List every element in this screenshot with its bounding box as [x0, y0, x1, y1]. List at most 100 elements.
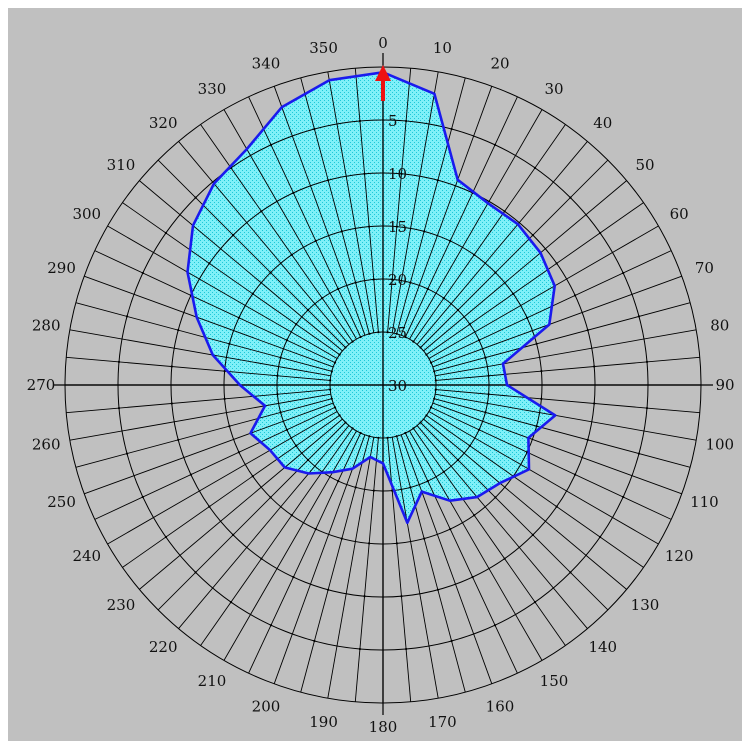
grid-spoke	[223, 430, 357, 661]
grid-tick-dot	[599, 535, 602, 539]
grid-tick-dot	[622, 495, 625, 499]
grid-tick-dot	[368, 225, 371, 228]
grid-tick-dot	[337, 287, 340, 290]
grid-spoke	[434, 398, 691, 468]
grid-tick-dot	[593, 402, 596, 405]
grid-spoke	[300, 436, 370, 693]
grid-spoke	[327, 71, 375, 333]
grid-tick-dot	[338, 414, 341, 417]
grid-tick-dot	[555, 505, 558, 508]
grid-tick-dot	[306, 308, 310, 312]
grid-tick-dot	[269, 624, 273, 627]
grid-tick-dot	[321, 297, 324, 300]
grid-tick-dot	[359, 335, 362, 339]
grid-tick-dot	[433, 370, 436, 373]
grid-tick-dot	[372, 489, 375, 492]
grid-tick-dot	[279, 356, 282, 359]
radial-tick-label: 30	[388, 377, 407, 395]
grid-tick-dot	[164, 535, 167, 539]
grid-tick-dot	[351, 340, 354, 343]
angle-tick-label: 250	[47, 493, 76, 511]
grid-tick-dot	[531, 533, 535, 537]
grid-tick-dot	[237, 451, 240, 454]
angle-tick-label: 310	[107, 156, 136, 174]
grid-tick-dot	[285, 428, 288, 431]
grid-spoke	[273, 86, 366, 336]
grid-tick-dot	[487, 393, 490, 396]
grid-tick-dot	[290, 253, 293, 256]
grid-tick-dot	[337, 480, 340, 483]
grid-spoke	[200, 428, 353, 646]
grid-tick-dot	[279, 411, 282, 414]
grid-tick-dot	[409, 486, 412, 489]
grid-tick-dot	[363, 172, 366, 175]
grid-spoke	[200, 124, 353, 342]
grid-tick-dot	[423, 230, 426, 233]
grid-tick-dot	[426, 287, 429, 290]
grid-spoke	[416, 141, 588, 345]
grid-tick-dot	[503, 210, 506, 213]
angle-tick-label: 100	[705, 435, 734, 453]
radial-tick-label: 10	[388, 165, 407, 183]
grid-tick-dot	[434, 379, 437, 382]
grid-spoke	[409, 109, 543, 340]
grid-tick-dot	[478, 428, 481, 431]
grid-tick-dot	[237, 316, 240, 319]
grid-spoke	[413, 124, 566, 342]
grid-tick-dot	[330, 397, 333, 400]
grid-tick-dot	[586, 329, 589, 332]
grid-spoke	[391, 437, 439, 699]
grid-spoke	[391, 71, 439, 333]
grid-spoke	[420, 159, 609, 348]
grid-tick-dot	[494, 496, 497, 499]
grid-tick-dot	[456, 308, 460, 312]
grid-tick-dot	[526, 316, 529, 319]
grid-tick-dot	[354, 486, 357, 489]
grid-tick-dot	[228, 342, 231, 345]
grid-tick-dot	[208, 505, 211, 508]
grid-spoke	[354, 437, 379, 702]
grid-tick-dot	[622, 271, 625, 275]
grid-tick-dot	[409, 281, 412, 284]
grid-spoke	[75, 398, 332, 468]
grid-tick-dot	[329, 379, 332, 382]
angle-tick-label: 0	[378, 34, 388, 52]
grid-tick-dot	[574, 473, 577, 476]
grid-spoke	[157, 159, 346, 348]
grid-tick-dot	[351, 427, 354, 430]
grid-spoke	[122, 202, 340, 355]
grid-tick-dot	[290, 514, 293, 517]
grid-spoke	[409, 430, 543, 661]
angle-tick-label: 60	[670, 205, 689, 223]
north-arrow-head	[375, 65, 391, 81]
grid-tick-dot	[494, 271, 497, 274]
grid-tick-dot	[329, 388, 332, 391]
grid-tick-dot	[330, 370, 333, 373]
grid-tick-dot	[574, 294, 577, 297]
angle-tick-label: 50	[635, 156, 654, 174]
angle-tick-label: 20	[490, 55, 509, 73]
radial-tick-label: 15	[388, 218, 407, 236]
angle-tick-label: 350	[309, 39, 338, 57]
grid-tick-dot	[251, 475, 254, 478]
grid-tick-dot	[170, 365, 173, 368]
grid-tick-dot	[232, 234, 235, 237]
grid-tick-dot	[434, 388, 437, 391]
angle-tick-label: 330	[198, 80, 227, 98]
angle-tick-label: 190	[309, 713, 338, 731]
grid-tick-dot	[251, 292, 254, 295]
grid-tick-dot	[450, 639, 453, 643]
axis-labels: 0 10 20 30 40 50 60 70 80 90 100 110 120 130 140 150 160…	[27, 34, 735, 736]
grid-tick-dot	[292, 576, 295, 579]
grid-spoke	[66, 356, 331, 381]
grid-spoke	[396, 436, 466, 693]
grid-spoke	[248, 432, 362, 674]
grid-tick-dot	[194, 571, 197, 574]
grid-spoke	[273, 434, 366, 684]
grid-tick-dot	[117, 360, 121, 363]
grid-tick-dot	[423, 537, 426, 540]
grid-tick-dot	[531, 234, 535, 237]
grid-tick-dot	[569, 571, 572, 574]
